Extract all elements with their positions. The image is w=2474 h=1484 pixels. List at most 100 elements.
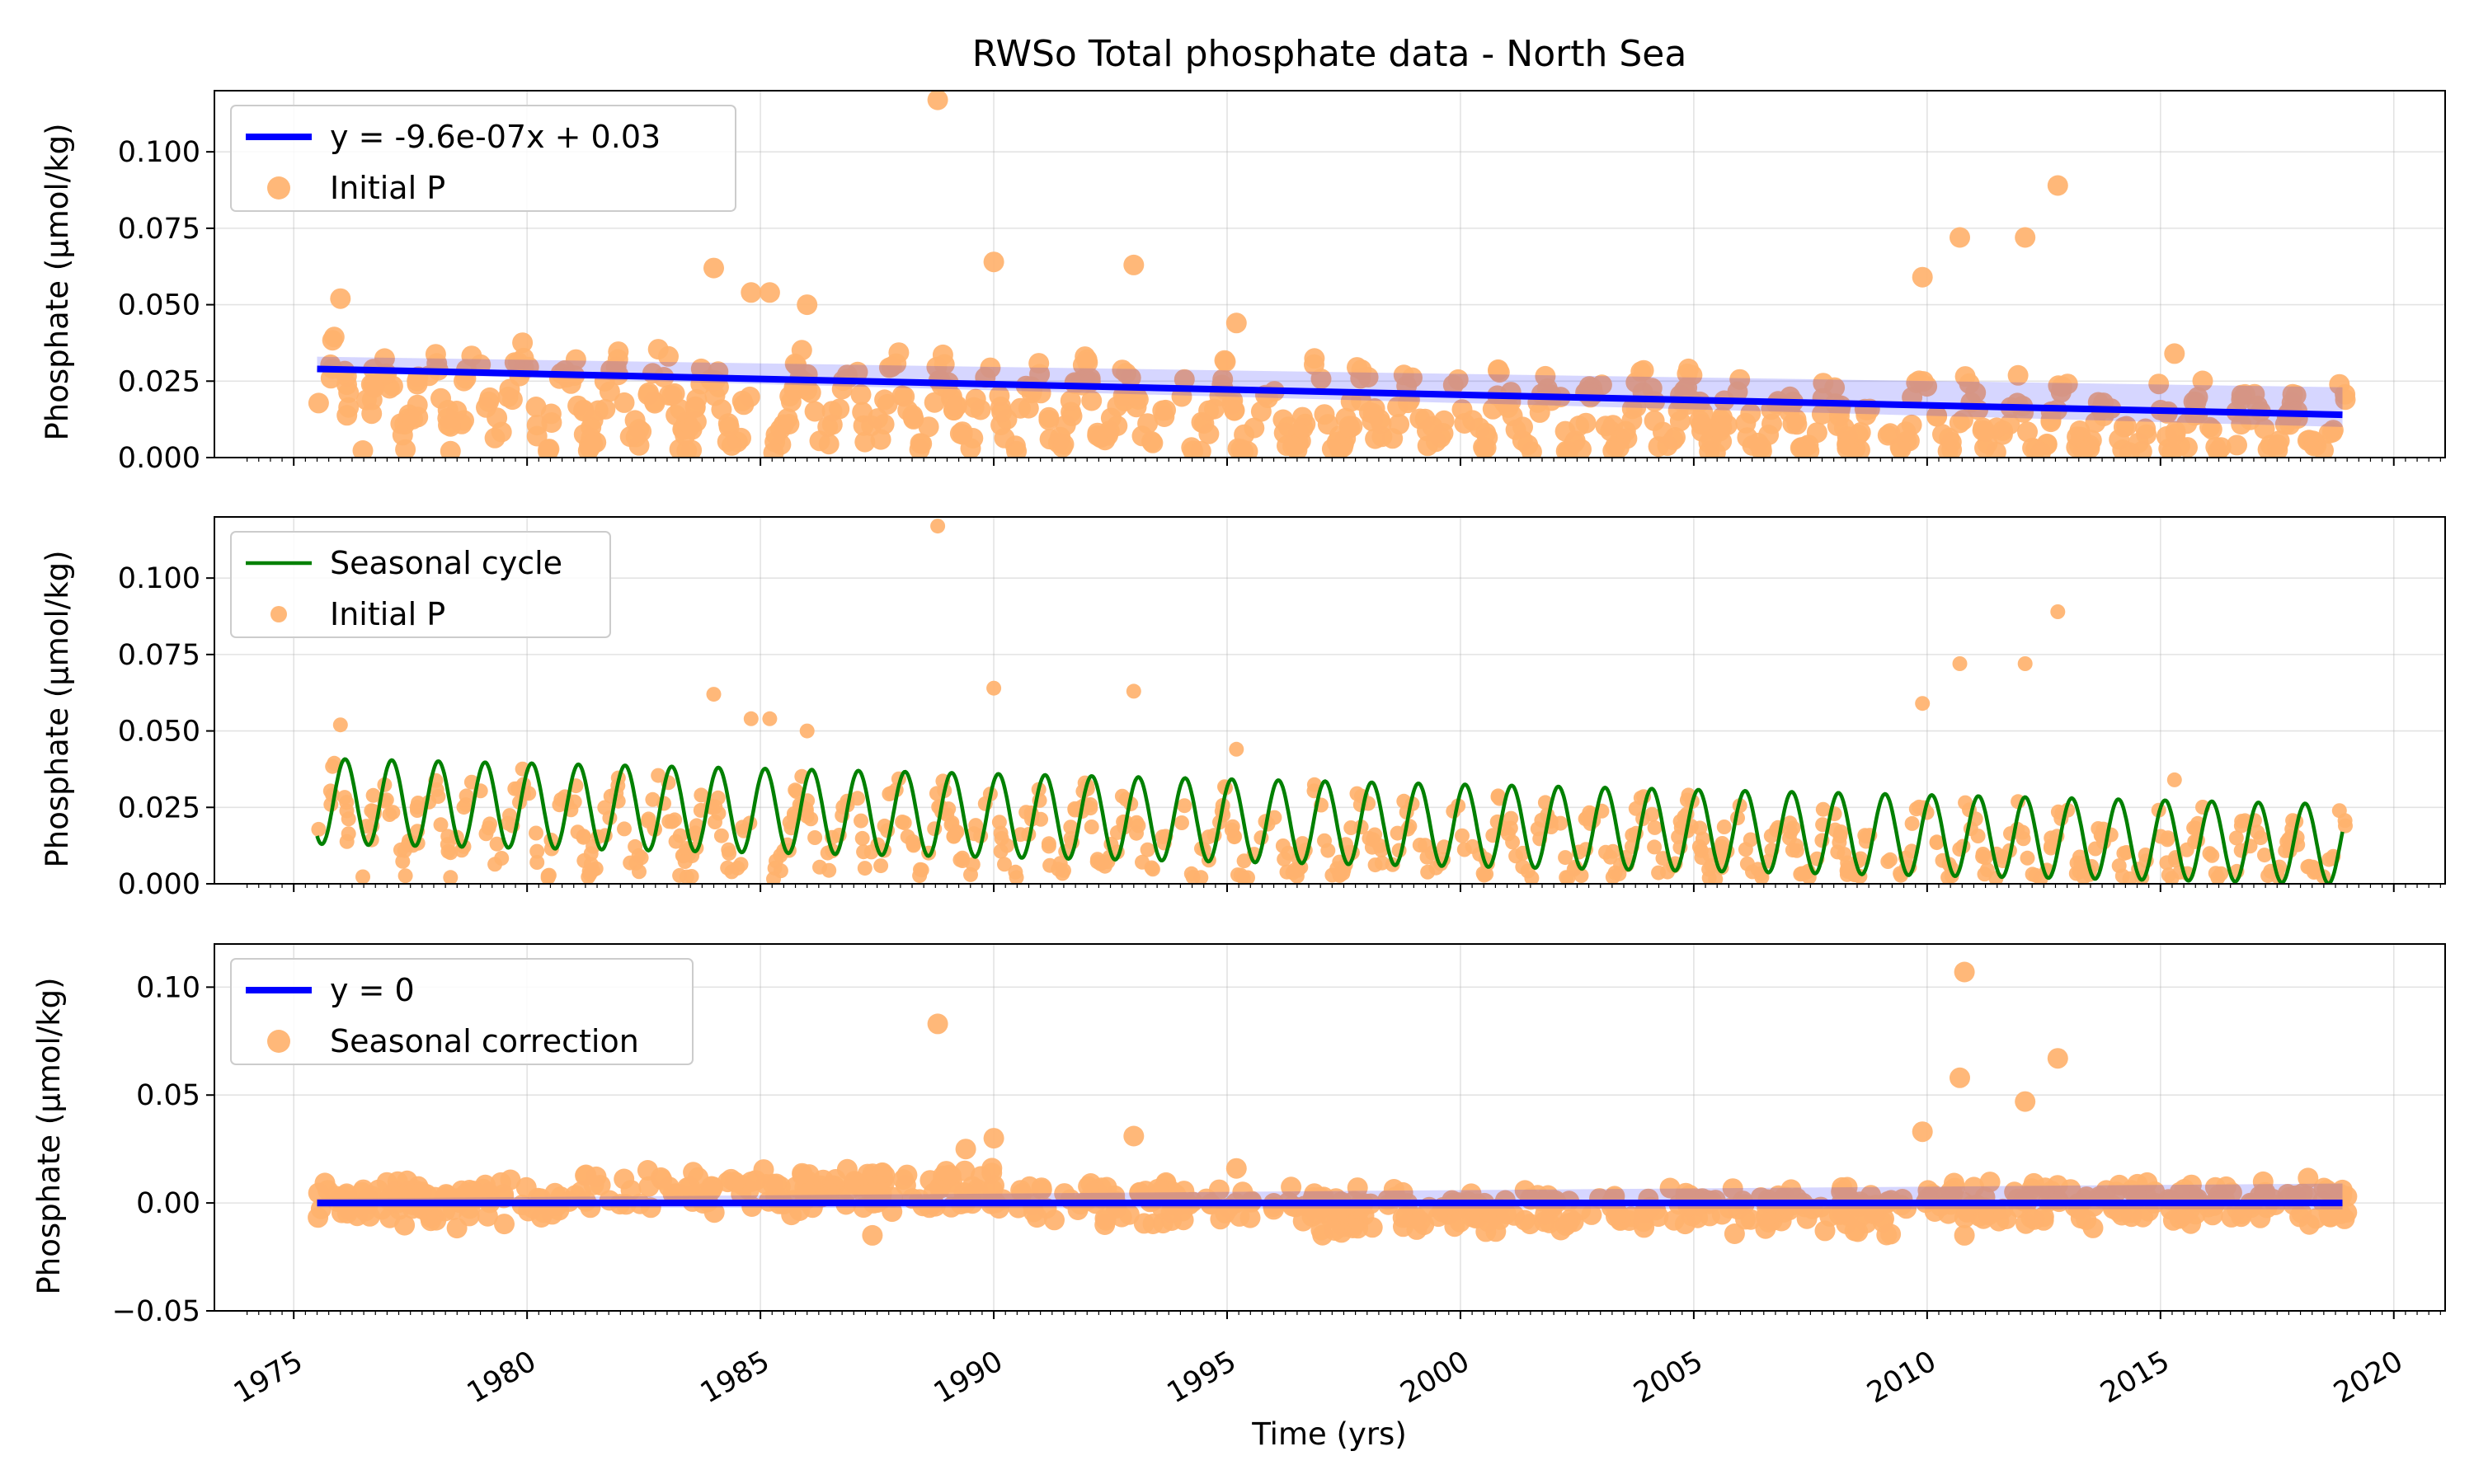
- data-point: [1912, 266, 1933, 288]
- legend-label: Initial P: [330, 596, 445, 632]
- data-point: [983, 1128, 1004, 1149]
- data-point: [541, 867, 557, 883]
- axes-frame: [214, 943, 2446, 1312]
- y-axis-label-top: Phosphate (µmol/kg): [40, 123, 75, 440]
- data-point: [2073, 856, 2089, 871]
- x-tick-label: 2015: [2095, 1345, 2175, 1410]
- data-point: [1277, 852, 1292, 867]
- panel-trend: Phosphate (µmol/kg) 0.000 0.025 0.050 0.075…: [40, 90, 2446, 475]
- data-point: [1756, 1206, 1777, 1228]
- legend-label: y = 0: [330, 972, 415, 1008]
- data-point: [1657, 435, 1678, 457]
- data-point: [1227, 829, 1242, 844]
- y-tick-label: 0.000: [118, 442, 200, 475]
- y-tick-label: 0.075: [118, 639, 200, 672]
- data-point: [1225, 312, 1247, 334]
- data-point: [1940, 1181, 1962, 1202]
- data-point: [1691, 414, 1712, 435]
- data-point: [2070, 426, 2091, 448]
- data-point: [1098, 425, 1118, 446]
- data-point: [1475, 866, 1491, 881]
- data-point: [1883, 852, 1898, 867]
- data-point: [733, 394, 755, 416]
- data-point: [1129, 1182, 1150, 1204]
- data-point: [661, 814, 677, 829]
- data-point: [927, 91, 948, 110]
- data-point: [1558, 1213, 1579, 1234]
- data-point: [1839, 866, 1855, 882]
- data-point: [804, 401, 825, 422]
- y-tick-label: 0.100: [118, 562, 200, 595]
- data-point: [1949, 412, 1970, 434]
- data-point: [1142, 1214, 1164, 1234]
- data-point: [2331, 803, 2347, 819]
- data-point: [456, 800, 472, 815]
- data-point: [1675, 1182, 1696, 1204]
- data-point: [530, 1207, 552, 1228]
- legend-label: y = -9.6e-07x + 0.03: [330, 119, 661, 155]
- data-point: [1142, 432, 1164, 453]
- data-point: [1350, 368, 1371, 389]
- data-point: [1155, 1172, 1177, 1193]
- data-point: [489, 836, 505, 852]
- data-point: [1954, 1224, 1975, 1246]
- data-point: [877, 393, 898, 415]
- data-point: [552, 797, 567, 813]
- data-point: [599, 381, 620, 402]
- data-point: [896, 815, 912, 830]
- data-point: [2227, 434, 2247, 456]
- data-point: [2148, 373, 2170, 395]
- x-tick-label: 2000: [1395, 1345, 1475, 1410]
- data-point: [769, 853, 783, 869]
- y-tick-label: 0.00: [136, 1187, 200, 1220]
- data-point: [2017, 421, 2038, 443]
- data-point: [1478, 1201, 1499, 1223]
- y-tick-label: 0.050: [118, 716, 200, 749]
- data-point: [1409, 408, 1431, 430]
- fit-line: [317, 365, 2343, 419]
- data-point: [1751, 437, 1772, 458]
- data-point: [1782, 413, 1804, 434]
- data-point: [543, 841, 559, 857]
- data-point: [1198, 423, 1220, 444]
- x-tick-label: 2010: [1862, 1345, 1942, 1410]
- data-point: [397, 1170, 418, 1191]
- data-point: [490, 1172, 511, 1193]
- data-point: [1848, 424, 1869, 445]
- data-point: [430, 789, 446, 805]
- data-point: [339, 834, 355, 849]
- data-point: [1177, 798, 1192, 814]
- y-tick-label: −0.05: [112, 1295, 200, 1328]
- data-point: [1912, 1121, 1933, 1143]
- data-point: [577, 440, 599, 458]
- data-point: [2254, 418, 2275, 439]
- data-point: [1711, 416, 1733, 438]
- data-point: [392, 425, 413, 446]
- data-point: [949, 423, 971, 444]
- data-point: [1828, 406, 1850, 427]
- data-point: [1798, 434, 1819, 456]
- data-point: [529, 855, 545, 870]
- data-point: [2017, 656, 2033, 671]
- y-tick-label: 0.05: [136, 1079, 200, 1112]
- data-point: [608, 341, 629, 363]
- data-point: [743, 711, 759, 726]
- data-point: [2321, 421, 2343, 443]
- chart-title: RWSo Total phosphate data - North Sea: [972, 33, 1687, 75]
- legend: y = -9.6e-07x + 0.03 Initial P: [230, 105, 736, 212]
- data-point: [2282, 383, 2303, 405]
- data-point: [1229, 741, 1244, 757]
- data-point: [905, 837, 921, 852]
- data-point: [717, 413, 739, 434]
- data-point: [2305, 859, 2321, 875]
- data-point: [1633, 359, 1654, 381]
- data-point: [1488, 360, 1508, 381]
- series-initial-p: [308, 91, 2356, 458]
- data-point: [494, 1214, 515, 1235]
- data-point: [1028, 353, 1050, 374]
- data-point: [2135, 418, 2157, 439]
- data-point: [2204, 848, 2220, 863]
- data-point: [933, 1165, 954, 1186]
- data-point: [1952, 656, 1968, 671]
- data-point: [440, 440, 461, 458]
